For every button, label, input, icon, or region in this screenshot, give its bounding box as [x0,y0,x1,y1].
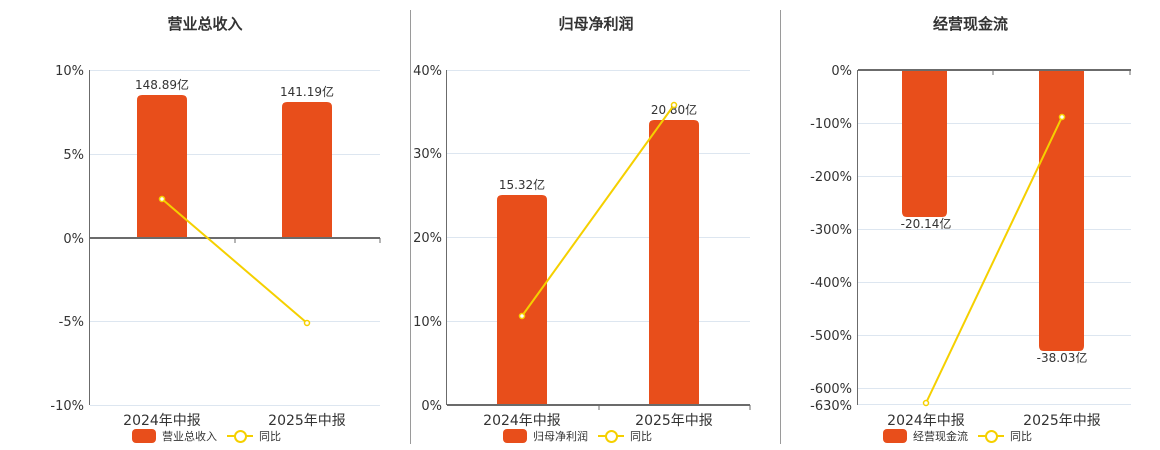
chart-plot-cash-flow: 0% -100% -200% -300% -400% -500% -600% -… [810,64,1131,429]
legend: 营业总收入 同比 [132,428,281,444]
svg-text:0%: 0% [831,64,852,79]
svg-text:-38.03亿: -38.03亿 [1037,350,1088,365]
svg-text:-100%: -100% [810,117,852,132]
chart-title: 经营现金流 [932,15,1008,33]
svg-text:15.32亿: 15.32亿 [499,177,545,192]
legend-bar-swatch[interactable] [132,429,156,443]
svg-text:2025年中报: 2025年中报 [1023,413,1101,429]
yoy-line [922,113,1066,407]
chart-title: 营业总收入 [167,15,243,33]
svg-text:2025年中报: 2025年中报 [268,413,346,429]
svg-text:0%: 0% [63,232,84,247]
panel-divider [410,10,411,444]
yoy-line [518,101,678,320]
legend-line-swatch[interactable] [598,429,624,443]
legend-bar-swatch[interactable] [503,429,527,443]
svg-text:2024年中报: 2024年中报 [483,413,561,429]
bar-labels: 15.32亿 20.80亿 [499,102,697,192]
bar-2025 [282,102,332,238]
svg-text:-600%: -600% [810,382,852,397]
legend-bar-label[interactable]: 营业总收入 [162,430,217,443]
chart-plot-revenue: 10% 5% 0% -5% -10% 148.89亿 141.19亿 2024年… [50,64,381,429]
yoy-line [158,195,311,327]
svg-text:0%: 0% [421,399,442,414]
bar-2024 [137,95,187,238]
y-axis-ticks: 10% 5% 0% -5% -10% [50,64,84,414]
line-point[interactable] [303,319,311,327]
x-axis-labels: 2024年中报 2025年中报 [483,413,713,429]
chart-panel-revenue: 营业总收入 10% 5% 0% -5% -10% 148.89亿 141.19亿 [0,0,410,450]
svg-text:-20.14亿: -20.14亿 [901,216,952,231]
bar-2024 [497,195,547,405]
line-point[interactable] [1058,113,1066,121]
line-point[interactable] [518,312,526,320]
legend-bar-swatch[interactable] [883,429,907,443]
bar-labels: 148.89亿 141.19亿 [135,77,334,99]
legend-line-label[interactable]: 同比 [630,430,652,443]
svg-text:148.89亿: 148.89亿 [135,77,189,92]
bars [902,70,1084,351]
y-axis-ticks: 0% -100% -200% -300% -400% -500% -600% -… [810,64,852,414]
bars [497,120,699,405]
svg-text:2024年中报: 2024年中报 [887,413,965,429]
svg-text:-5%: -5% [59,315,84,330]
chart-panel-net-profit: 归母净利润 40% 30% 20% 10% 0% 15.32亿 20.80亿 [411,0,781,450]
panel-divider [780,10,781,444]
svg-text:-500%: -500% [810,329,852,344]
bars [137,95,332,238]
svg-text:-300%: -300% [810,223,852,238]
svg-text:20.80亿: 20.80亿 [651,102,697,117]
legend: 经营现金流 同比 [883,428,1032,444]
svg-text:5%: 5% [63,148,84,163]
grid-lines [447,70,750,322]
y-axis-ticks: 40% 30% 20% 10% 0% [413,64,442,414]
line-point[interactable] [158,195,166,203]
legend-line-swatch[interactable] [978,429,1004,443]
chart-plot-net-profit: 40% 30% 20% 10% 0% 15.32亿 20.80亿 2024年中报… [413,64,751,429]
legend-line-label[interactable]: 同比 [1010,430,1032,443]
svg-text:-400%: -400% [810,276,852,291]
svg-text:-630%: -630% [810,399,852,414]
bar-2025 [1039,70,1084,351]
svg-text:10%: 10% [413,315,442,330]
grid-lines [858,123,1131,405]
legend-line-swatch[interactable] [227,429,253,443]
svg-text:30%: 30% [413,147,442,162]
line-point[interactable] [670,101,678,109]
svg-text:2024年中报: 2024年中报 [123,413,201,429]
svg-text:40%: 40% [413,64,442,79]
legend-bar-label[interactable]: 经营现金流 [913,430,968,443]
chart-title: 归母净利润 [558,15,634,33]
x-axis-labels: 2024年中报 2025年中报 [887,413,1101,429]
svg-text:-10%: -10% [50,399,84,414]
chart-panel-cash-flow: 经营现金流 0% -100% -200% -300% -400% -500% -… [781,0,1160,450]
svg-text:10%: 10% [55,64,84,79]
bar-labels: -20.14亿 -38.03亿 [901,216,1088,365]
bar-2024 [902,70,947,217]
legend-line-label[interactable]: 同比 [259,430,281,443]
legend-bar-label[interactable]: 归母净利润 [533,430,588,443]
svg-text:2025年中报: 2025年中报 [635,413,713,429]
line-point[interactable] [922,399,930,407]
bar-2025 [649,120,699,405]
grid-lines [90,70,380,406]
svg-text:20%: 20% [413,231,442,246]
x-axis-labels: 2024年中报 2025年中报 [123,413,346,429]
svg-text:141.19亿: 141.19亿 [280,84,334,99]
svg-text:-200%: -200% [810,170,852,185]
legend: 归母净利润 同比 [503,428,652,444]
